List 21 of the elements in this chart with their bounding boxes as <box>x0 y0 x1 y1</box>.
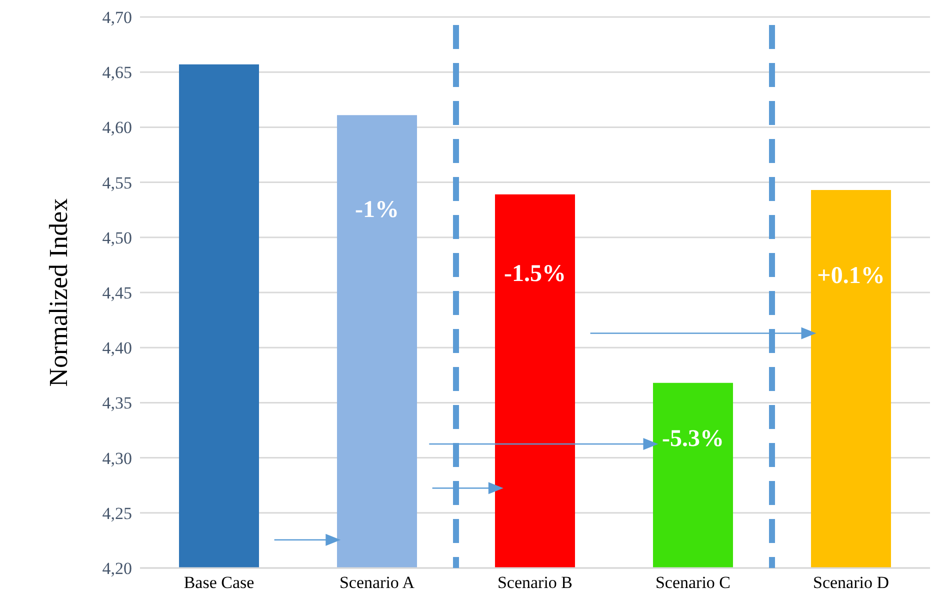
y-tick-label: 4,55 <box>102 173 132 192</box>
y-tick-label: 4,50 <box>102 228 132 248</box>
annotation: -1% <box>355 196 399 223</box>
y-tick-label: 4,60 <box>102 118 132 138</box>
y-tick-label: 4,20 <box>102 559 132 578</box>
x-tick-label: Scenario D <box>812 573 890 592</box>
y-tick-label: 4,70 <box>102 8 132 28</box>
y-tick-label: 4,25 <box>102 504 132 523</box>
y-tick-label: 4,35 <box>102 394 132 413</box>
annotation: -5.3% <box>662 426 724 452</box>
y-tick-label: 4,40 <box>102 338 132 358</box>
y-tick-label: 4,65 <box>102 63 132 82</box>
annotation: +0.1% <box>817 262 885 289</box>
y-tick-label: 4,30 <box>102 448 132 468</box>
x-tick-label: Scenario A <box>339 573 416 592</box>
annotation: -1.5% <box>504 260 566 287</box>
x-tick-label: Scenario C <box>655 573 731 592</box>
y-axis-title: Normalized Index <box>44 198 74 387</box>
x-tick-label: Base Case <box>184 573 254 592</box>
y-tick-label: 4,45 <box>102 284 132 303</box>
x-tick-label: Scenario B <box>497 573 573 592</box>
